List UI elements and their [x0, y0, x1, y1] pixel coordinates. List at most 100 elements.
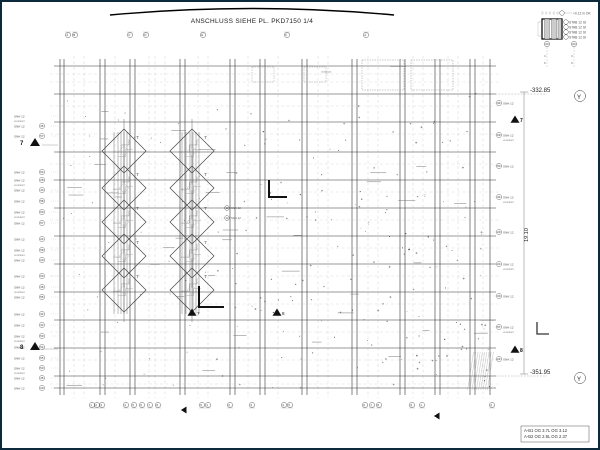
svg-text:30: 30 [497, 294, 501, 298]
svg-text:24: 24 [40, 237, 44, 241]
svg-text:STAB 12 St: STAB 12 St [569, 30, 586, 34]
svg-text:SNH 12: SNH 12 [14, 346, 25, 350]
svg-text:SNH 12: SNH 12 [503, 231, 514, 235]
svg-text:SNH 12: SNH 12 [14, 259, 25, 263]
svg-text:SNH 12: SNH 12 [14, 125, 25, 129]
svg-text:SNH 12: SNH 12 [14, 211, 25, 215]
svg-text:SNH 12: SNH 12 [14, 296, 25, 300]
svg-text:ANSCHLUSS SIEHE PL. PKD7150 1/: ANSCHLUSS SIEHE PL. PKD7150 1/4 [191, 18, 313, 25]
svg-text:verankert: verankert [14, 119, 25, 123]
svg-text:STAB 12 St: STAB 12 St [569, 20, 586, 24]
svg-text:34: 34 [497, 101, 501, 105]
svg-text:45: 45 [40, 376, 44, 380]
svg-text:SNH 12: SNH 12 [14, 171, 25, 175]
svg-text:8: 8 [520, 348, 523, 354]
svg-text:F: F [285, 33, 287, 37]
svg-text:STAB 12 St: STAB 12 St [569, 25, 586, 29]
svg-text:24: 24 [572, 42, 576, 46]
svg-text:54: 54 [40, 170, 44, 174]
svg-text:SNH 12: SNH 12 [14, 275, 25, 279]
svg-text:SNH 12: SNH 12 [14, 367, 25, 371]
svg-text:57: 57 [497, 325, 501, 329]
svg-text:50: 50 [40, 274, 44, 278]
svg-text:STAB 12 St: STAB 12 St [569, 35, 586, 39]
svg-text:SNH 12: SNH 12 [503, 165, 514, 169]
svg-text:SNH 12: SNH 12 [503, 358, 514, 362]
svg-text:+0.12 m OK: +0.12 m OK [573, 12, 591, 16]
svg-text:SNH 12: SNH 12 [14, 115, 25, 119]
svg-text:A: A [66, 33, 68, 37]
svg-text:Y: Y [577, 377, 581, 383]
svg-text:58: 58 [40, 248, 44, 252]
svg-text:verankert: verankert [503, 330, 514, 334]
svg-text:SNH 12: SNH 12 [14, 324, 25, 328]
svg-text:SNH 12: SNH 12 [14, 286, 25, 290]
svg-text:SNH 12: SNH 12 [503, 295, 514, 299]
svg-text:SNH 12: SNH 12 [14, 313, 25, 317]
svg-text:50: 50 [40, 366, 44, 370]
svg-text:SNH 12: SNH 12 [14, 189, 25, 193]
svg-text:7: 7 [520, 118, 523, 124]
svg-text:-332.85: -332.85 [530, 88, 551, 94]
svg-text:A: A [364, 33, 366, 37]
svg-text:verankert: verankert [14, 371, 25, 375]
svg-text:12: 12 [225, 216, 229, 220]
svg-text:58: 58 [40, 199, 44, 203]
svg-text:36: 36 [40, 285, 44, 289]
svg-text:SNH 12: SNH 12 [14, 222, 25, 226]
svg-text:54: 54 [40, 345, 44, 349]
svg-text:24: 24 [545, 42, 549, 46]
svg-text:19.10: 19.10 [524, 228, 530, 242]
svg-text:12: 12 [225, 206, 229, 210]
svg-text:SNH 12: SNH 12 [14, 135, 25, 139]
svg-text:SNH 12: SNH 12 [14, 249, 25, 253]
svg-text:SNH 12: SNH 12 [14, 357, 25, 361]
svg-text:A-B1 OG 3.7L OG 3.12: A-B1 OG 3.7L OG 3.12 [524, 428, 568, 433]
svg-text:D: D [144, 33, 146, 37]
svg-text:B: B [73, 33, 75, 37]
svg-text:verankert: verankert [14, 253, 25, 257]
svg-text:32: 32 [40, 323, 44, 327]
svg-text:20: 20 [40, 258, 44, 262]
svg-text:SNH 12: SNH 12 [503, 134, 514, 138]
svg-text:29: 29 [497, 133, 501, 137]
svg-text:SNH 12: SNH 12 [503, 326, 514, 330]
svg-text:SNH 12: SNH 12 [14, 377, 25, 381]
svg-text:SNH 12: SNH 12 [14, 387, 25, 391]
svg-text:44: 44 [497, 195, 501, 199]
svg-text:29: 29 [40, 386, 44, 390]
svg-text:verankert: verankert [14, 290, 25, 294]
svg-text:35: 35 [40, 124, 44, 128]
svg-text:SNH 12: SNH 12 [503, 196, 514, 200]
svg-text:50: 50 [40, 210, 44, 214]
svg-text:SNH 12: SNH 12 [14, 238, 25, 242]
svg-text:34: 34 [40, 312, 44, 316]
svg-text:20: 20 [497, 230, 501, 234]
svg-text:SNH 12: SNH 12 [14, 335, 25, 339]
svg-text:SNH 12: SNH 12 [14, 179, 25, 183]
svg-text:43: 43 [40, 188, 44, 192]
svg-text:verankert: verankert [14, 183, 25, 187]
svg-text:SNH 12: SNH 12 [231, 216, 241, 220]
svg-text:SNH 12: SNH 12 [503, 263, 514, 267]
svg-text:50: 50 [40, 334, 44, 338]
svg-text:SNH 12: SNH 12 [503, 102, 514, 106]
svg-text:A-B2 OG 2.9L OG 2.37: A-B2 OG 2.9L OG 2.37 [524, 434, 568, 439]
svg-text:Y: Y [577, 95, 581, 101]
svg-text:28: 28 [40, 178, 44, 182]
svg-text:55: 55 [40, 356, 44, 360]
svg-text:-351.95: -351.95 [530, 370, 551, 376]
svg-text:24: 24 [497, 262, 501, 266]
svg-text:57: 57 [40, 221, 44, 225]
svg-text:verankert: verankert [14, 339, 25, 343]
svg-text:E: E [201, 33, 203, 37]
svg-text:53: 53 [497, 164, 501, 168]
svg-text:22: 22 [497, 357, 501, 361]
svg-text:C: C [128, 33, 130, 37]
svg-text:verankert: verankert [503, 138, 514, 142]
svg-text:57: 57 [40, 134, 44, 138]
svg-text:55: 55 [40, 295, 44, 299]
svg-text:verankert: verankert [503, 200, 514, 204]
svg-text:SNH 12: SNH 12 [14, 200, 25, 204]
svg-text:SNH 12: SNH 12 [231, 206, 241, 210]
